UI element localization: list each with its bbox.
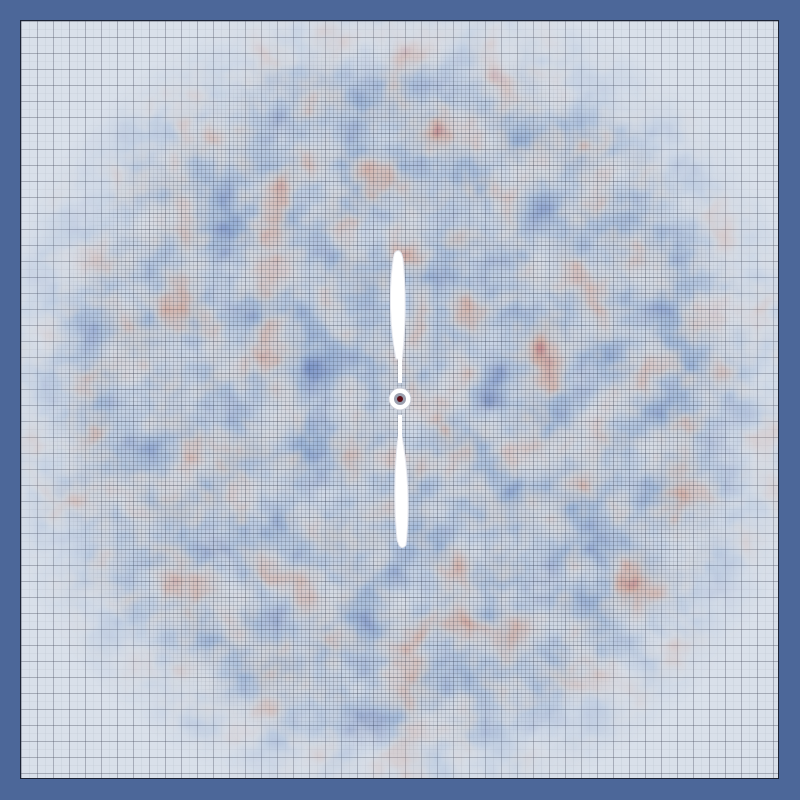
hub-center bbox=[397, 396, 403, 402]
upper-blade bbox=[389, 250, 406, 360]
lower-blade bbox=[394, 436, 409, 548]
upper-shaft bbox=[398, 357, 402, 383]
simulation-viewport[interactable] bbox=[20, 20, 779, 779]
simulation-render bbox=[21, 21, 778, 778]
rotor bbox=[388, 250, 412, 548]
lower-shaft bbox=[398, 415, 402, 439]
